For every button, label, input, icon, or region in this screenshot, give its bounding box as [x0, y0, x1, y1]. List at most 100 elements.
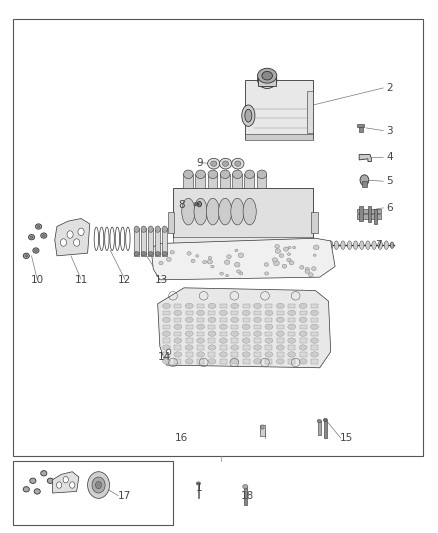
Bar	[163, 325, 170, 329]
Ellipse shape	[185, 317, 193, 322]
Ellipse shape	[41, 471, 47, 476]
Ellipse shape	[219, 352, 227, 357]
Ellipse shape	[235, 161, 241, 166]
Bar	[288, 332, 295, 336]
Ellipse shape	[276, 331, 284, 336]
Ellipse shape	[322, 241, 326, 249]
Bar	[231, 325, 238, 329]
Bar	[186, 338, 193, 343]
Ellipse shape	[279, 254, 284, 257]
Bar	[174, 304, 181, 308]
Ellipse shape	[208, 317, 216, 322]
Ellipse shape	[232, 158, 244, 169]
Bar	[232, 174, 242, 188]
Bar	[186, 325, 193, 329]
Bar	[265, 318, 272, 322]
Ellipse shape	[242, 338, 250, 343]
Ellipse shape	[257, 170, 267, 179]
Ellipse shape	[141, 252, 146, 256]
Ellipse shape	[219, 310, 227, 316]
Bar	[208, 174, 217, 188]
Ellipse shape	[208, 359, 216, 364]
Text: 17: 17	[118, 491, 131, 500]
Ellipse shape	[208, 158, 220, 169]
Ellipse shape	[243, 198, 256, 225]
Bar	[231, 338, 238, 343]
Bar	[357, 124, 364, 127]
Bar	[265, 345, 272, 350]
Ellipse shape	[238, 253, 244, 257]
Bar	[168, 212, 174, 233]
Ellipse shape	[182, 198, 195, 225]
Ellipse shape	[162, 303, 170, 309]
Bar	[311, 359, 318, 364]
Text: 14: 14	[158, 352, 171, 362]
Bar	[174, 332, 181, 336]
Ellipse shape	[341, 241, 345, 249]
Bar	[243, 332, 250, 336]
Bar	[220, 174, 230, 188]
Ellipse shape	[170, 251, 174, 254]
Ellipse shape	[196, 255, 199, 257]
Ellipse shape	[95, 481, 102, 489]
Bar	[186, 352, 193, 357]
Ellipse shape	[208, 303, 216, 309]
Ellipse shape	[23, 253, 29, 259]
Ellipse shape	[194, 198, 207, 225]
Ellipse shape	[197, 310, 205, 316]
Text: 16: 16	[175, 433, 188, 443]
Bar	[265, 359, 272, 364]
Bar	[173, 237, 313, 250]
Ellipse shape	[265, 338, 273, 343]
Ellipse shape	[242, 105, 255, 126]
Bar	[277, 325, 284, 329]
Bar	[208, 338, 215, 343]
Ellipse shape	[311, 266, 316, 271]
Bar	[254, 352, 261, 357]
Ellipse shape	[353, 241, 358, 249]
Ellipse shape	[274, 261, 279, 266]
Ellipse shape	[30, 478, 36, 483]
Bar	[254, 311, 261, 315]
Bar	[197, 359, 204, 364]
Bar	[155, 228, 160, 256]
Text: 12: 12	[118, 275, 131, 285]
Bar	[357, 209, 381, 213]
Ellipse shape	[262, 71, 272, 80]
Polygon shape	[55, 219, 90, 256]
Bar	[261, 425, 264, 429]
Ellipse shape	[174, 324, 182, 329]
Ellipse shape	[288, 246, 291, 249]
Bar	[174, 318, 181, 322]
Ellipse shape	[311, 352, 318, 357]
Ellipse shape	[220, 170, 230, 179]
Ellipse shape	[74, 239, 80, 246]
Ellipse shape	[265, 272, 268, 275]
Bar	[243, 345, 250, 350]
Bar	[173, 188, 313, 238]
Ellipse shape	[162, 252, 167, 256]
Text: 15: 15	[339, 433, 353, 443]
Ellipse shape	[70, 482, 75, 488]
Ellipse shape	[187, 252, 191, 255]
Bar	[318, 421, 321, 435]
Ellipse shape	[33, 248, 39, 253]
Ellipse shape	[162, 331, 170, 336]
Bar	[265, 304, 272, 308]
Bar	[148, 228, 153, 256]
Ellipse shape	[233, 170, 242, 179]
Ellipse shape	[159, 261, 163, 265]
Ellipse shape	[184, 170, 193, 179]
Ellipse shape	[258, 68, 277, 83]
Ellipse shape	[288, 338, 296, 343]
Bar	[220, 345, 227, 350]
Bar	[257, 174, 266, 188]
Ellipse shape	[390, 242, 394, 248]
Bar	[300, 325, 307, 329]
Ellipse shape	[37, 225, 40, 228]
Ellipse shape	[288, 324, 296, 329]
Bar	[220, 359, 227, 364]
Ellipse shape	[174, 338, 182, 343]
Bar	[134, 228, 139, 256]
Ellipse shape	[162, 226, 167, 232]
